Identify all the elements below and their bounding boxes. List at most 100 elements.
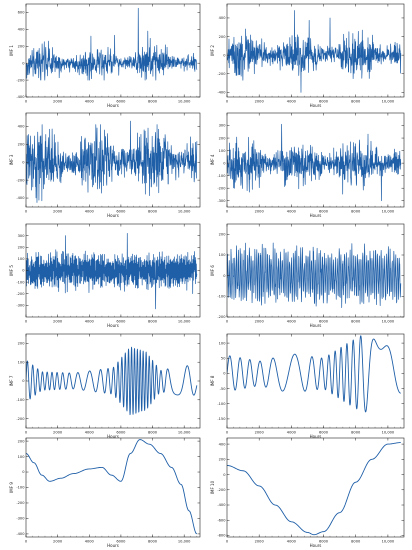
x-tick-label: 0 bbox=[25, 431, 28, 435]
y-tick-label: 0 bbox=[223, 274, 226, 278]
y-tick-label: 400 bbox=[18, 125, 26, 129]
chart-panel-10: 0 2000 4000 6000 8000 10,000 -800 -600 -400 -200 0… bbox=[210, 437, 405, 548]
plot-frame bbox=[25, 437, 201, 538]
plot-frame bbox=[226, 112, 405, 208]
y-tick-label: 0 bbox=[22, 470, 25, 474]
x-tick-label: 2000 bbox=[255, 431, 265, 435]
y-tick-label: -200 bbox=[217, 72, 226, 76]
x-tick-label: 4000 bbox=[287, 100, 297, 104]
y-tick-label: -100 bbox=[217, 295, 226, 299]
x-tick-label: 4000 bbox=[287, 320, 297, 324]
x-axis-label: Hours bbox=[310, 103, 322, 108]
plot-frame bbox=[25, 112, 201, 208]
y-tick-label: 600 bbox=[18, 11, 26, 15]
x-tick-label: 4000 bbox=[85, 210, 95, 214]
chart-panel-7: 0 2000 4000 6000 8000 10,000 -200 -100 0 100 200 Ho… bbox=[9, 333, 201, 439]
x-tick-label: 0 bbox=[25, 320, 28, 324]
y-tick-label: 400 bbox=[219, 442, 227, 446]
y-tick-label: 100 bbox=[18, 455, 26, 459]
x-tick-label: 2000 bbox=[255, 540, 265, 544]
x-axis-label: Hours bbox=[107, 434, 119, 439]
y-tick-label: 0 bbox=[22, 61, 25, 65]
x-tick-label: 6000 bbox=[116, 320, 126, 324]
y-tick-label: -100 bbox=[217, 174, 226, 178]
x-tick-label: 6000 bbox=[116, 100, 126, 104]
y-tick-label: -100 bbox=[16, 486, 25, 490]
x-tick-label: 10,000 bbox=[382, 431, 395, 435]
y-axis-label: IMF 3 bbox=[9, 154, 14, 165]
x-axis-label: Hours bbox=[107, 323, 119, 328]
x-tick-label: 10,000 bbox=[178, 210, 191, 214]
y-tick-label: 200 bbox=[18, 44, 26, 48]
series-line-1 bbox=[227, 10, 402, 93]
y-tick-label: -200 bbox=[16, 178, 25, 182]
y-tick-label: 100 bbox=[219, 149, 227, 153]
y-tick-label: 200 bbox=[219, 458, 227, 462]
x-tick-label: 8000 bbox=[148, 431, 158, 435]
x-tick-label: 2000 bbox=[53, 100, 63, 104]
series-line-1 bbox=[26, 7, 198, 81]
y-tick-label: -400 bbox=[16, 196, 25, 200]
x-tick-label: 8000 bbox=[148, 320, 158, 324]
x-tick-label: 4000 bbox=[287, 540, 297, 544]
plot-frame bbox=[25, 333, 201, 429]
series-line-1 bbox=[227, 242, 402, 308]
x-tick-label: 10,000 bbox=[178, 540, 191, 544]
plot-frame bbox=[25, 3, 201, 98]
chart-panel-5: 0 2000 4000 6000 8000 10,000 -300 -200 -100 0 100 2… bbox=[9, 223, 201, 328]
y-tick-label: -600 bbox=[217, 518, 226, 522]
y-tick-label: -200 bbox=[217, 186, 226, 190]
series-line-1 bbox=[26, 120, 198, 203]
y-tick-label: 100 bbox=[18, 257, 26, 261]
x-tick-label: 2000 bbox=[255, 100, 265, 104]
y-tick-label: 0 bbox=[22, 160, 25, 164]
x-tick-label: 10,000 bbox=[178, 320, 191, 324]
y-axis-label: IMF 5 bbox=[9, 265, 14, 276]
y-tick-label: 200 bbox=[18, 245, 26, 249]
y-tick-label: -300 bbox=[16, 517, 25, 521]
x-tick-label: 0 bbox=[25, 210, 28, 214]
y-axis-label: IMF 4 bbox=[210, 154, 215, 165]
x-tick-label: 10,000 bbox=[382, 100, 395, 104]
x-tick-label: 0 bbox=[226, 100, 229, 104]
y-axis-label: IMF 6 bbox=[210, 265, 215, 276]
series-line-1 bbox=[26, 232, 198, 310]
x-axis-label: Hours bbox=[310, 213, 322, 218]
x-tick-label: 4000 bbox=[85, 100, 95, 104]
x-tick-label: 8000 bbox=[148, 100, 158, 104]
y-tick-label: -400 bbox=[217, 91, 226, 95]
y-tick-label: -200 bbox=[16, 501, 25, 505]
chart-panel-3: 0 2000 4000 6000 8000 10,000 -400 -200 0 200 400 Ho… bbox=[9, 112, 201, 218]
series-line-1 bbox=[227, 442, 401, 536]
y-tick-label: 100 bbox=[18, 360, 26, 364]
plot-frame bbox=[226, 437, 405, 538]
x-tick-label: 2000 bbox=[255, 210, 265, 214]
x-tick-label: 8000 bbox=[351, 210, 361, 214]
x-tick-label: 8000 bbox=[351, 320, 361, 324]
x-tick-label: 0 bbox=[25, 100, 28, 104]
y-tick-label: -100 bbox=[16, 280, 25, 284]
y-tick-label: 0 bbox=[22, 269, 25, 273]
chart-panel-9: 0 2000 4000 6000 8000 10,000 -400 -300 -200 -100 0… bbox=[9, 437, 201, 548]
x-tick-label: 6000 bbox=[319, 320, 329, 324]
x-tick-label: 0 bbox=[226, 320, 229, 324]
y-axis-label: IMF 2 bbox=[210, 45, 215, 56]
series-line-1 bbox=[227, 123, 402, 202]
y-tick-label: -800 bbox=[217, 534, 226, 538]
y-tick-label: 0 bbox=[223, 161, 226, 165]
x-tick-label: 2000 bbox=[53, 540, 63, 544]
y-tick-label: 50 bbox=[221, 356, 226, 360]
y-tick-label: 0 bbox=[22, 379, 25, 383]
x-tick-label: 4000 bbox=[85, 431, 95, 435]
series-line-1 bbox=[227, 335, 402, 413]
chart-panel-6: 0 2000 4000 6000 8000 10,000 -200 -100 0 100 200 Ho… bbox=[210, 223, 405, 328]
x-tick-label: 8000 bbox=[351, 540, 361, 544]
x-tick-label: 4000 bbox=[85, 320, 95, 324]
x-tick-label: 0 bbox=[226, 210, 229, 214]
x-tick-label: 6000 bbox=[116, 540, 126, 544]
y-axis-label: IMF 9 bbox=[9, 482, 14, 493]
x-tick-label: 10,000 bbox=[382, 540, 395, 544]
x-tick-label: 10,000 bbox=[382, 320, 395, 324]
y-tick-label: -200 bbox=[217, 315, 226, 319]
